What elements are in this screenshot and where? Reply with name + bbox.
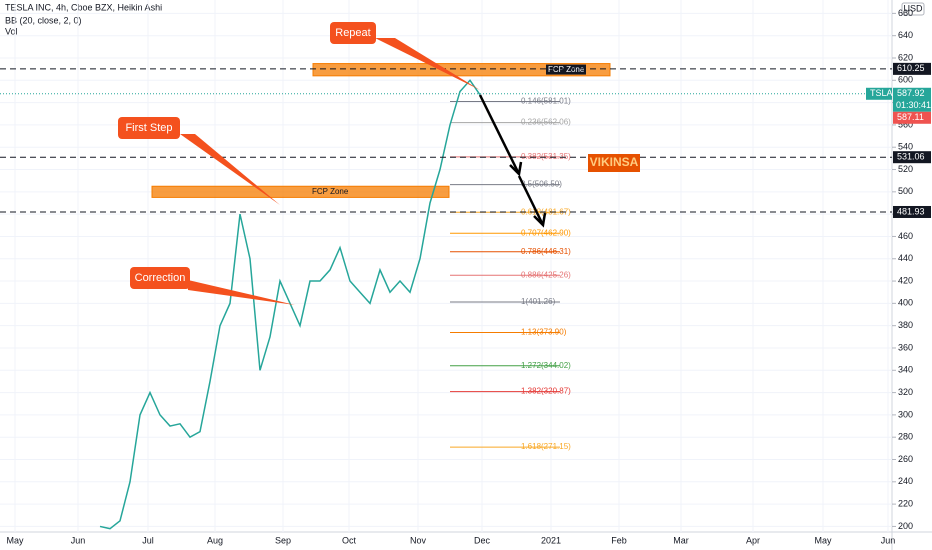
x-tick-label: Jul bbox=[142, 535, 154, 545]
y-tick-label: 620 bbox=[898, 52, 913, 62]
price-line bbox=[99, 79, 481, 530]
symbol-box bbox=[866, 87, 892, 100]
arrow-head bbox=[533, 212, 547, 228]
y-tick-label: 320 bbox=[898, 387, 913, 397]
x-tick-label: Sep bbox=[275, 535, 291, 545]
y-tick-label: 660 bbox=[898, 8, 913, 18]
x-tick-label: Apr bbox=[746, 535, 760, 545]
zone-label-box bbox=[546, 64, 586, 75]
price-box bbox=[893, 151, 931, 164]
callout bbox=[130, 267, 190, 289]
arrow bbox=[517, 175, 544, 224]
y-tick-label: 440 bbox=[898, 253, 913, 263]
price-label: 531.06 bbox=[897, 152, 925, 162]
y-tick-label: 400 bbox=[898, 298, 913, 308]
price-label: 481.93 bbox=[897, 206, 925, 216]
y-tick-label: 460 bbox=[898, 231, 913, 241]
callout-text: First Step bbox=[125, 122, 172, 134]
x-tick-label: Aug bbox=[207, 535, 223, 545]
watermark-box bbox=[588, 154, 640, 172]
x-tick-label: Feb bbox=[611, 535, 627, 545]
price-label: 587.11 bbox=[897, 112, 924, 122]
x-tick-label: 2021 bbox=[541, 535, 561, 545]
callout-text: Correction bbox=[135, 272, 186, 284]
x-tick-label: May bbox=[814, 535, 832, 545]
fib-label: 0.786(446.31) bbox=[521, 247, 571, 256]
y-tick-label: 380 bbox=[898, 320, 913, 330]
callout bbox=[330, 22, 376, 44]
callout-text: Repeat bbox=[335, 27, 370, 39]
y-tick-label: 640 bbox=[898, 30, 913, 40]
x-tick-label: Jun bbox=[881, 535, 896, 545]
price-label: 610.25 bbox=[897, 63, 925, 73]
indicator: BB (20, close, 2, 0) bbox=[5, 15, 82, 25]
y-tick-label: 520 bbox=[898, 164, 913, 174]
fib-label: 0.886(425.26) bbox=[521, 270, 571, 279]
y-tick-label: 600 bbox=[898, 75, 913, 85]
chart-title: TESLA INC, 4h, Cboe BZX, Heikin Ashi bbox=[5, 2, 162, 12]
currency: USD bbox=[903, 3, 923, 13]
currency-box bbox=[901, 2, 925, 16]
callout-pointer bbox=[375, 38, 480, 90]
y-tick-label: 500 bbox=[898, 186, 913, 196]
symbol: TSLA bbox=[870, 88, 893, 98]
fib-label: 0.5(506.50) bbox=[521, 180, 562, 189]
fib-label: 0.236(562.06) bbox=[521, 118, 571, 127]
y-tick-label: 220 bbox=[898, 498, 913, 508]
fib-label: 0.707(462.90) bbox=[521, 228, 571, 237]
indicator: Vol bbox=[5, 26, 18, 36]
x-tick-label: May bbox=[6, 535, 24, 545]
price-box bbox=[893, 205, 931, 218]
y-tick-label: 540 bbox=[898, 142, 913, 152]
fib-label: 1.618(271.15) bbox=[521, 442, 571, 451]
zone-label: FCP Zone bbox=[548, 65, 585, 74]
arrow bbox=[478, 94, 520, 173]
x-tick-label: Dec bbox=[474, 535, 491, 545]
zone bbox=[151, 185, 450, 198]
fib-label: 1.13(373.90) bbox=[521, 328, 567, 337]
zone bbox=[312, 63, 611, 77]
callout-pointer bbox=[180, 134, 280, 205]
price-label: 587.92 bbox=[897, 88, 925, 98]
x-tick-label: Mar bbox=[673, 535, 689, 545]
y-tick-label: 200 bbox=[898, 521, 913, 531]
x-tick-label: Jun bbox=[71, 535, 86, 545]
y-tick-label: 560 bbox=[898, 119, 913, 129]
watermark: VIKINSA bbox=[590, 155, 639, 169]
y-tick-label: 340 bbox=[898, 365, 913, 375]
countdown: 01:30:41 bbox=[896, 100, 931, 110]
fib-label: 0.146(581.01) bbox=[521, 97, 571, 106]
fib-label: 1(401.26) bbox=[521, 297, 556, 306]
y-tick-label: 280 bbox=[898, 432, 913, 442]
x-tick-label: Nov bbox=[410, 535, 427, 545]
fib-label: 0.618(481.67) bbox=[521, 207, 571, 216]
fib-label: 1.272(344.02) bbox=[521, 361, 571, 370]
y-tick-label: 360 bbox=[898, 342, 913, 352]
callout bbox=[118, 117, 180, 139]
y-tick-label: 300 bbox=[898, 409, 913, 419]
y-tick-label: 240 bbox=[898, 476, 913, 486]
y-tick-label: 420 bbox=[898, 275, 913, 285]
y-tick-label: 260 bbox=[898, 454, 913, 464]
price-box bbox=[893, 111, 931, 124]
price-box bbox=[893, 62, 931, 75]
fib-label: 1.382(320.87) bbox=[521, 387, 571, 396]
zone-label: FCP Zone bbox=[312, 187, 349, 196]
price-box bbox=[893, 87, 931, 112]
fib-label: 0.382(531.35) bbox=[521, 152, 571, 161]
callout-pointer bbox=[188, 280, 295, 305]
arrow-head bbox=[509, 161, 523, 177]
x-tick-label: Oct bbox=[342, 535, 357, 545]
